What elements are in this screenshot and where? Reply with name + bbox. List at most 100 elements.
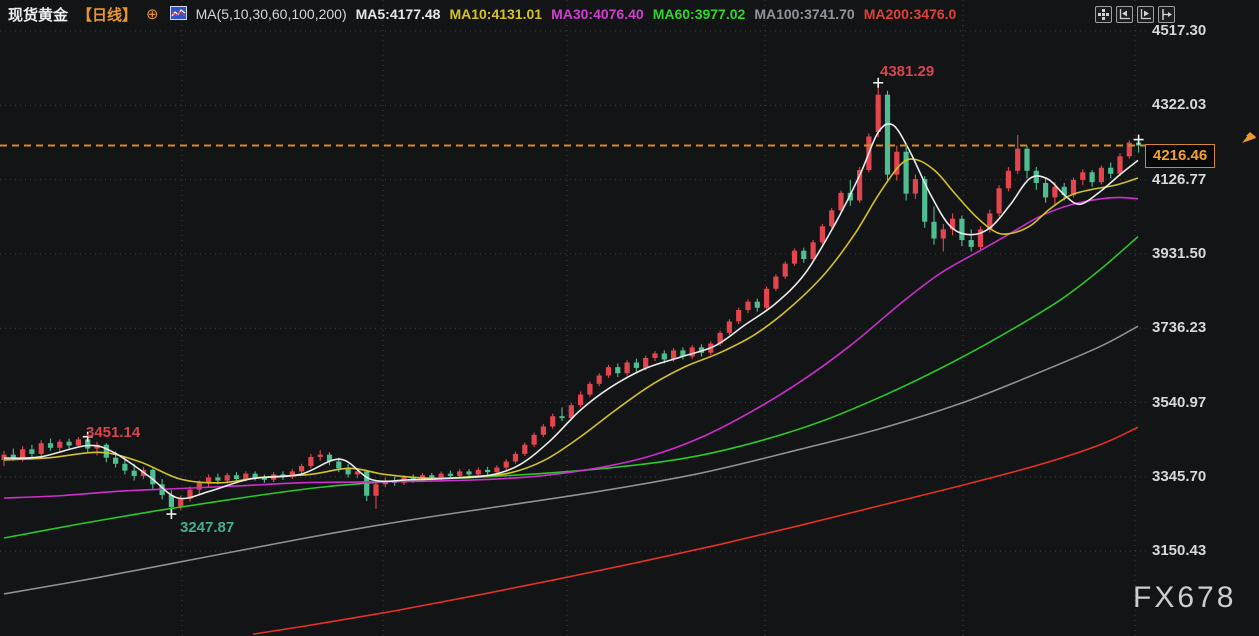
anchor-right-icon[interactable] (1137, 6, 1154, 23)
y-axis-tick: 3345.70 (1152, 467, 1207, 485)
ma30-line (3, 196, 1139, 499)
candle[interactable] (764, 286, 770, 311)
candle[interactable] (996, 185, 1002, 217)
candle[interactable] (1005, 166, 1011, 192)
ma-value: MA30:4076.40 (551, 6, 644, 22)
candle[interactable] (1052, 182, 1058, 206)
candle[interactable] (875, 82, 881, 138)
candle[interactable] (615, 363, 621, 378)
candle[interactable] (838, 190, 844, 213)
candle[interactable] (959, 215, 965, 247)
candle[interactable] (38, 440, 44, 457)
candle[interactable] (680, 347, 686, 360)
candlestick-style-icon[interactable] (169, 5, 187, 23)
candle[interactable] (364, 469, 370, 502)
candle[interactable] (57, 439, 63, 453)
ma-value: MA5:4177.48 (355, 6, 441, 22)
candle[interactable] (1033, 166, 1039, 190)
candle[interactable] (512, 451, 519, 464)
candle[interactable] (289, 469, 295, 479)
candle[interactable] (187, 486, 193, 502)
candle[interactable] (326, 452, 333, 466)
candle[interactable] (29, 444, 35, 457)
candle[interactable] (1098, 165, 1104, 185)
candle[interactable] (810, 240, 816, 262)
candle[interactable] (977, 226, 984, 250)
grid-layer (0, 0, 1148, 636)
candle[interactable] (206, 474, 212, 488)
candle[interactable] (736, 307, 742, 324)
candle[interactable] (801, 247, 807, 263)
candle[interactable] (531, 432, 537, 448)
candle[interactable] (485, 466, 491, 476)
candle[interactable] (578, 391, 584, 408)
candle[interactable] (559, 407, 565, 422)
candle[interactable] (75, 437, 81, 448)
add-indicator-icon[interactable]: ⊕ (146, 5, 159, 23)
candle[interactable] (503, 459, 509, 471)
candle[interactable] (540, 424, 546, 438)
candle[interactable] (261, 474, 267, 483)
candle[interactable] (754, 298, 760, 312)
candle[interactable] (884, 90, 891, 183)
candle[interactable] (950, 213, 956, 236)
candle[interactable] (1126, 140, 1132, 159)
candle[interactable] (689, 345, 695, 359)
candle[interactable] (522, 442, 528, 457)
candle[interactable] (624, 360, 630, 376)
candle[interactable] (317, 450, 323, 461)
candle[interactable] (550, 413, 556, 429)
candle[interactable] (857, 166, 863, 203)
y-axis-tick: 3540.97 (1152, 393, 1207, 411)
candle[interactable] (633, 358, 639, 372)
candle[interactable] (782, 261, 788, 279)
ma10-line (3, 158, 1139, 484)
candle[interactable] (568, 402, 574, 421)
candle[interactable] (299, 463, 305, 475)
exit-right-icon[interactable] (1158, 6, 1175, 23)
candle[interactable] (931, 206, 937, 245)
candle[interactable] (819, 224, 825, 245)
pan-icon[interactable] (1095, 6, 1112, 23)
candle[interactable] (745, 299, 751, 314)
candle[interactable] (345, 463, 351, 478)
candle[interactable] (94, 441, 100, 456)
candle[interactable] (894, 145, 900, 181)
candle[interactable] (773, 274, 779, 292)
candle[interactable] (652, 351, 658, 362)
candle[interactable] (1089, 170, 1095, 187)
anchor-left-icon[interactable] (1116, 6, 1133, 23)
candle[interactable] (829, 208, 835, 229)
latest-price-arrow-icon[interactable] (1241, 131, 1257, 150)
candle[interactable] (1061, 182, 1067, 201)
candle[interactable] (791, 248, 798, 266)
candle[interactable] (940, 224, 946, 252)
candle[interactable] (912, 174, 918, 199)
candle[interactable] (66, 438, 72, 449)
candle[interactable] (1080, 169, 1086, 186)
candle[interactable] (596, 373, 602, 387)
candle[interactable] (475, 467, 481, 477)
candle[interactable] (847, 179, 853, 206)
candle[interactable] (968, 229, 974, 252)
candle[interactable] (373, 482, 379, 509)
candle[interactable] (1117, 153, 1123, 177)
candle[interactable] (605, 364, 612, 378)
y-axis-tick: 4517.30 (1152, 22, 1207, 39)
candle[interactable] (903, 147, 909, 201)
chart-annotation: 3451.14 (86, 424, 141, 441)
ma-value: MA10:4131.01 (449, 6, 543, 22)
candle[interactable] (1108, 162, 1114, 179)
y-axis-tick: 3150.43 (1152, 542, 1207, 560)
candle[interactable] (1043, 178, 1049, 203)
candle[interactable] (1024, 145, 1030, 179)
candle[interactable] (587, 381, 593, 397)
chart-header: 现货黄金 【日线】 ⊕ MA(5,10,30,60,100,200) MA5:4… (8, 4, 956, 24)
candle[interactable] (308, 453, 314, 469)
candle[interactable] (1015, 135, 1021, 174)
candle[interactable] (47, 438, 54, 451)
y-axis-tick: 3931.50 (1152, 244, 1207, 262)
candle[interactable] (726, 319, 732, 336)
